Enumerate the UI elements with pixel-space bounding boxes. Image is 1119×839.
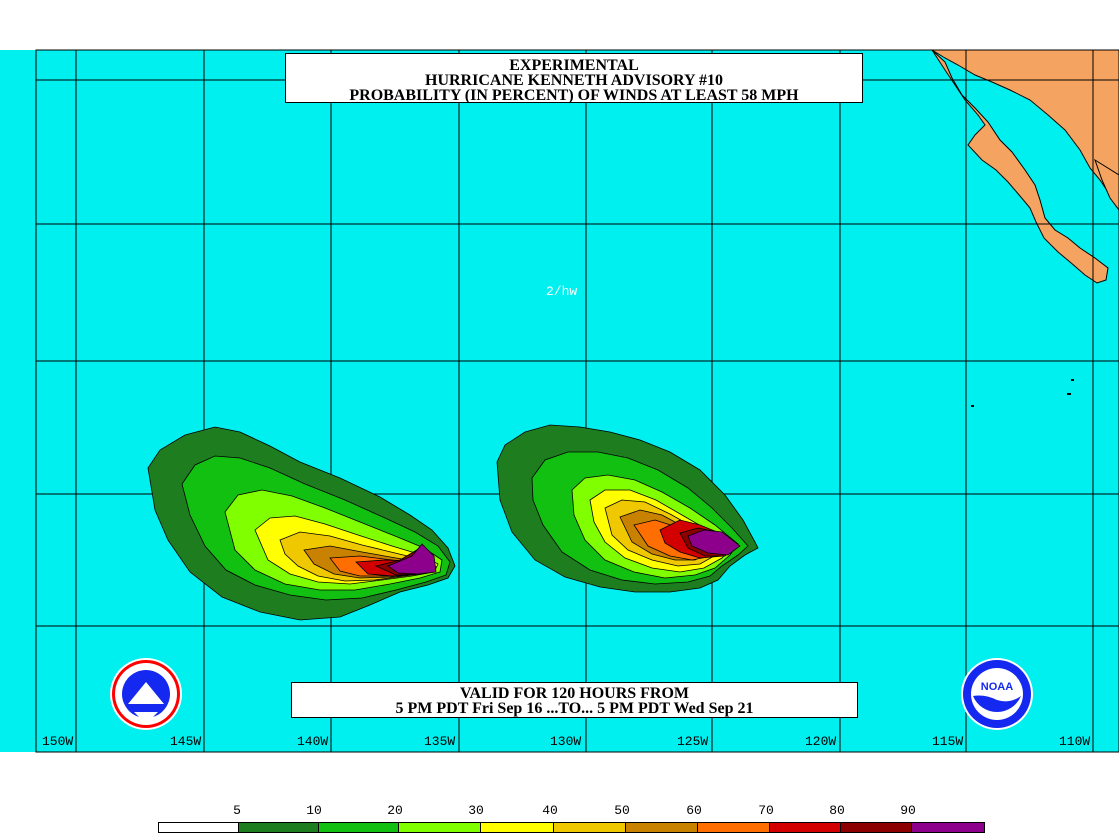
map-tag: 2/hw [546,284,578,299]
lon-label: 120W [805,734,837,749]
land-mexico-south [1094,158,1119,211]
lon-label: 145W [170,734,202,749]
title-box: EXPERIMENTAL HURRICANE KENNETH ADVISORY … [285,53,863,104]
lon-label: 150W [42,734,74,749]
valid-box: VALID FOR 120 HOURS FROM 5 PM PDT Fri Se… [291,682,858,718]
lon-label: 110W [1059,734,1091,749]
legend-swatch [481,823,554,832]
legend-label: 20 [387,803,403,818]
legend-label: 30 [468,803,484,818]
lon-label: 115W [932,734,964,749]
plume-west [147,426,456,621]
legend-swatch [399,823,481,832]
legend-swatch [770,823,841,832]
title-line-3: PROBABILITY (IN PERCENT) OF WINDS AT LEA… [349,87,799,104]
land-baja [931,49,1109,284]
lon-label: 125W [677,734,709,749]
legend-label: 10 [306,803,322,818]
legend-label: 50 [614,803,630,818]
islands [971,379,1074,407]
legend-label: 80 [829,803,845,818]
noaa-logo-text: NOAA [981,681,1013,693]
title-line-1: EXPERIMENTAL [509,57,639,74]
legend-swatch [159,823,239,832]
legend-swatch [841,823,912,832]
noaa-logo: NOAA [961,658,1033,730]
title-line-2: HURRICANE KENNETH ADVISORY #10 [425,72,723,89]
nws-logo [110,658,182,730]
legend-swatch [239,823,319,832]
legend-label: 5 [233,803,241,818]
lon-label: 140W [297,734,329,749]
lon-label: 130W [550,734,582,749]
legend-label: 90 [900,803,916,818]
legend-swatch [319,823,399,832]
legend-swatch [626,823,698,832]
plume-east [496,424,759,593]
legend-label: 40 [542,803,558,818]
legend-swatch [912,823,984,832]
lon-label: 135W [424,734,456,749]
legend-swatch [554,823,626,832]
valid-line-2: 5 PM PDT Fri Sep 16 ...TO... 5 PM PDT We… [395,700,754,717]
legend-label: 60 [686,803,702,818]
legend-color-bar [158,822,985,833]
legend-swatch [698,823,770,832]
ocean [0,50,1119,752]
valid-line-1: VALID FOR 120 HOURS FROM [459,685,690,702]
legend-label: 70 [758,803,774,818]
